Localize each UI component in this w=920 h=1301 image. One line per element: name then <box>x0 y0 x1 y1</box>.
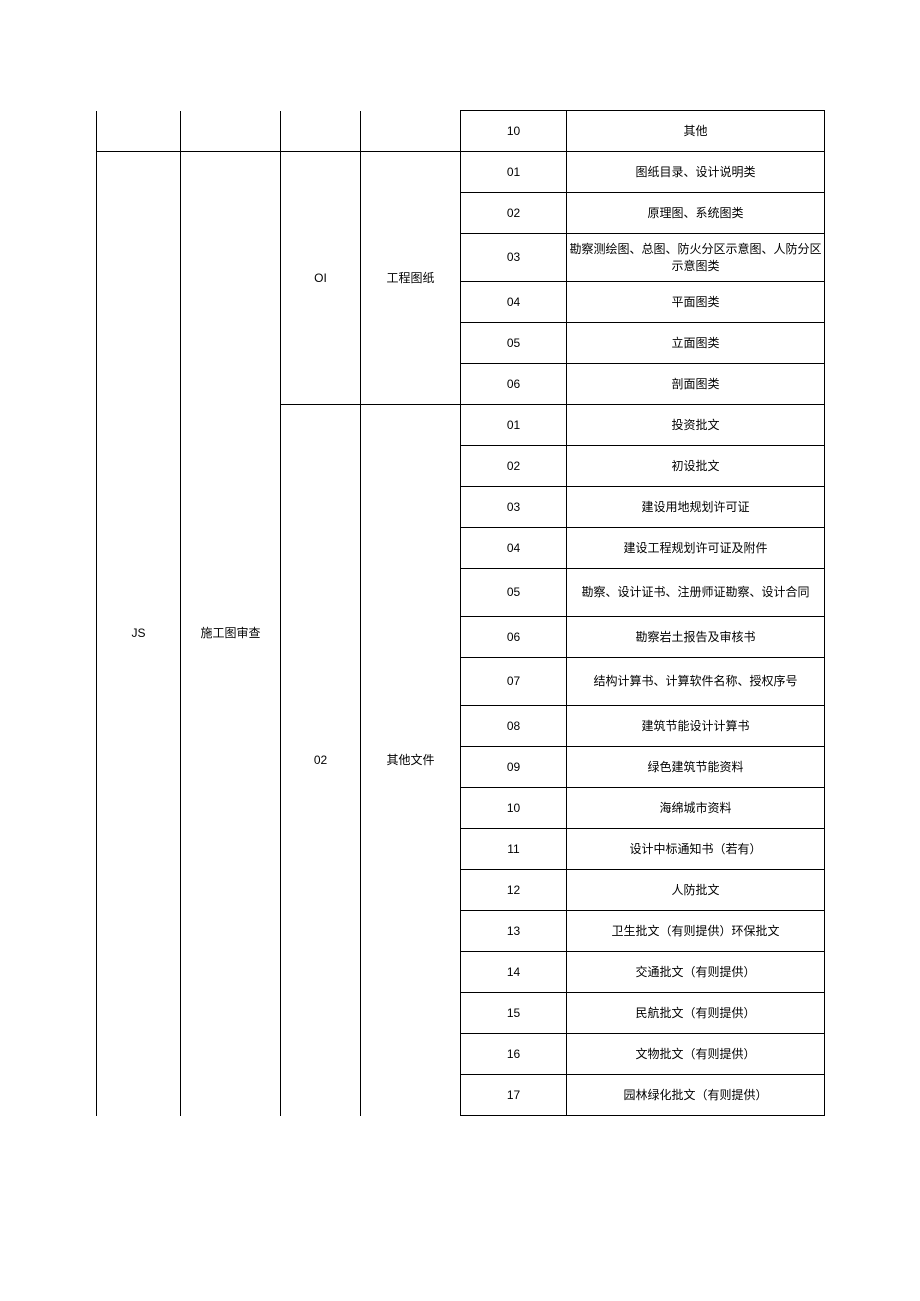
sub-label: 工程图纸 <box>361 152 461 405</box>
item-number: 16 <box>461 1034 567 1075</box>
item-desc: 设计中标通知书（若有） <box>567 829 825 870</box>
main-label: 施工图审查 <box>181 152 281 1116</box>
item-desc: 民航批文（有则提供） <box>567 993 825 1034</box>
sub-code: OI <box>281 152 361 405</box>
item-number: 04 <box>461 282 567 323</box>
item-number: 15 <box>461 993 567 1034</box>
item-number: 03 <box>461 487 567 528</box>
item-desc: 结构计算书、计算软件名称、授权序号 <box>567 658 825 706</box>
item-number: 02 <box>461 193 567 234</box>
item-number: 09 <box>461 747 567 788</box>
item-desc: 海绵城市资料 <box>567 788 825 829</box>
item-desc: 勘察、设计证书、注册师证勘察、设计合同 <box>567 569 825 617</box>
item-number: 17 <box>461 1075 567 1116</box>
item-desc: 交通批文（有则提供） <box>567 952 825 993</box>
item-desc: 剖面图类 <box>567 364 825 405</box>
item-number: 04 <box>461 528 567 569</box>
item-number: 07 <box>461 658 567 706</box>
item-desc: 图纸目录、设计说明类 <box>567 152 825 193</box>
stub-cell <box>361 111 461 152</box>
item-number: 14 <box>461 952 567 993</box>
item-desc: 原理图、系统图类 <box>567 193 825 234</box>
sub-code: 02 <box>281 405 361 1116</box>
item-number: 10 <box>461 788 567 829</box>
item-number: 01 <box>461 405 567 446</box>
item-desc: 园林绿化批文（有则提供） <box>567 1075 825 1116</box>
item-desc: 人防批文 <box>567 870 825 911</box>
item-number: 05 <box>461 323 567 364</box>
item-desc: 初设批文 <box>567 446 825 487</box>
stub-cell <box>181 111 281 152</box>
stub-cell <box>281 111 361 152</box>
item-desc: 建设工程规划许可证及附件 <box>567 528 825 569</box>
main-code: JS <box>97 152 181 1116</box>
item-desc: 勘察测绘图、总图、防火分区示意图、人防分区示意图类 <box>567 234 825 282</box>
item-number: 13 <box>461 911 567 952</box>
stub-cell <box>97 111 181 152</box>
item-number: 03 <box>461 234 567 282</box>
item-desc: 勘察岩土报告及审核书 <box>567 617 825 658</box>
classification-table: 10其他JS施工图审查OI工程图纸01图纸目录、设计说明类02原理图、系统图类0… <box>96 110 825 1116</box>
item-number: 01 <box>461 152 567 193</box>
item-number: 12 <box>461 870 567 911</box>
item-desc: 建筑节能设计计算书 <box>567 706 825 747</box>
item-number: 05 <box>461 569 567 617</box>
item-number: 02 <box>461 446 567 487</box>
item-desc: 文物批文（有则提供） <box>567 1034 825 1075</box>
item-desc: 建设用地规划许可证 <box>567 487 825 528</box>
item-desc: 卫生批文（有则提供）环保批文 <box>567 911 825 952</box>
table-row: 10其他 <box>97 111 825 152</box>
item-desc: 平面图类 <box>567 282 825 323</box>
item-number: 06 <box>461 617 567 658</box>
item-desc: 立面图类 <box>567 323 825 364</box>
item-number: 11 <box>461 829 567 870</box>
item-number: 06 <box>461 364 567 405</box>
item-desc: 绿色建筑节能资料 <box>567 747 825 788</box>
table-row: JS施工图审查OI工程图纸01图纸目录、设计说明类 <box>97 152 825 193</box>
item-desc: 其他 <box>567 111 825 152</box>
item-number: 10 <box>461 111 567 152</box>
sub-label: 其他文件 <box>361 405 461 1116</box>
item-desc: 投资批文 <box>567 405 825 446</box>
item-number: 08 <box>461 706 567 747</box>
